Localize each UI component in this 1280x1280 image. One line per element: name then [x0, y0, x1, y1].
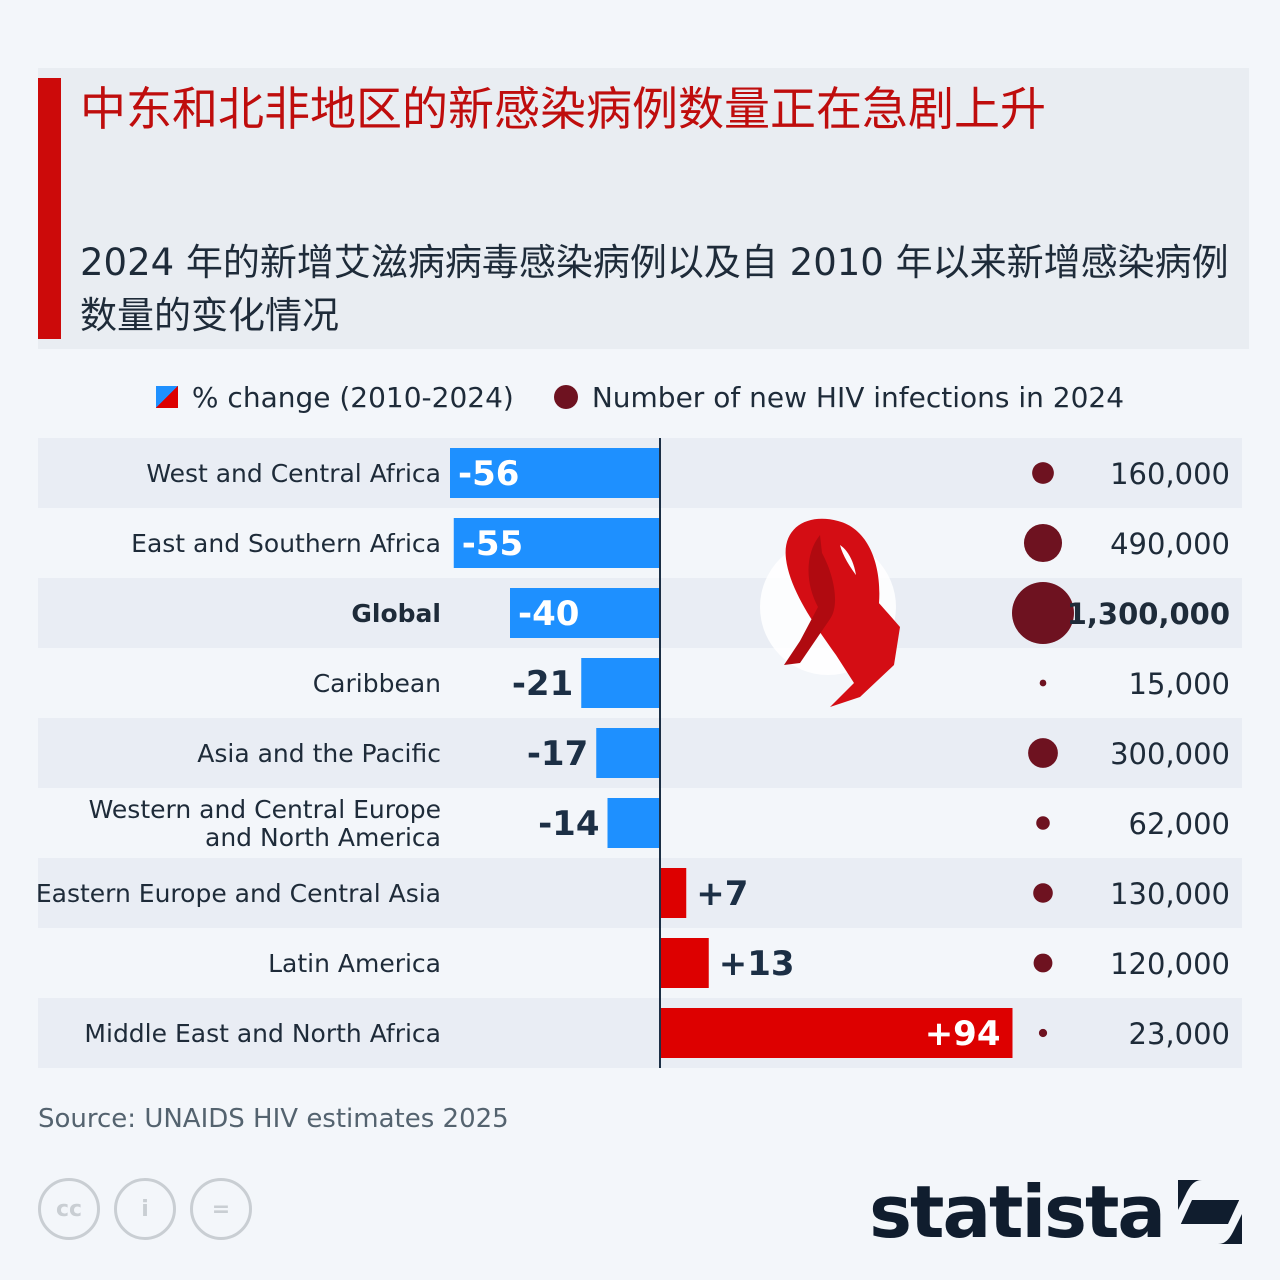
category-label: Western and Central Europe: [89, 795, 441, 824]
page-title: 中东和北非地区的新感染病例数量正在急剧上升: [80, 82, 1046, 136]
category-label: Global: [351, 599, 441, 628]
statista-logo[interactable]: statista: [869, 1172, 1242, 1252]
legend-item-count: Number of new HIV infections in 2024: [553, 380, 1125, 414]
bar: [581, 658, 660, 708]
license-icons: cc i =: [38, 1178, 266, 1240]
bar: [607, 798, 660, 848]
infection-dot: [1033, 883, 1053, 903]
bar: [660, 1008, 1013, 1058]
infection-dot: [1036, 816, 1050, 830]
bar-value-label: -40: [518, 594, 579, 634]
bar: [660, 868, 687, 918]
legend-dot-swatch: [553, 385, 578, 409]
bar-value-label: +94: [925, 1014, 1001, 1054]
bar-value-label: -56: [458, 454, 519, 494]
legend-change-label: % change (2010-2024): [191, 380, 514, 414]
infection-dot: [1032, 462, 1054, 484]
infection-dot: [1012, 582, 1074, 644]
category-label: Middle East and North Africa: [84, 1019, 441, 1048]
infection-dot: [1033, 953, 1053, 973]
bar-value-label: -55: [462, 524, 523, 564]
bar-value-label: -17: [527, 734, 588, 774]
category-label: East and Southern Africa: [131, 529, 441, 558]
category-label: Asia and the Pacific: [197, 739, 441, 768]
bar: [660, 938, 709, 988]
infection-count-label: 300,000: [1110, 737, 1230, 771]
infection-dot: [1039, 679, 1047, 687]
bar: [450, 448, 660, 498]
bar: [510, 588, 660, 638]
infection-dot: [1038, 1028, 1048, 1038]
infection-count-label: 490,000: [1110, 527, 1230, 561]
bar-value-label: -21: [512, 664, 573, 704]
bar: [596, 728, 660, 778]
category-label: Eastern Europe and Central Asia: [36, 879, 441, 908]
infection-count-label: 1,300,000: [1067, 597, 1230, 631]
legend-change-swatch: [155, 386, 178, 408]
infection-count-label: 62,000: [1129, 807, 1230, 841]
by-icon[interactable]: i: [114, 1178, 176, 1240]
nd-icon[interactable]: =: [190, 1178, 252, 1240]
bar-value-label: -14: [538, 804, 599, 844]
red-ribbon-icon: [760, 518, 900, 707]
infection-dot: [1023, 523, 1063, 563]
bar-value-label: +7: [696, 874, 748, 914]
page-subtitle: 2024 年的新增艾滋病病毒感染病例以及自 2010 年以来新增感染病例数量的变…: [80, 241, 1229, 337]
header-panel: [38, 68, 1249, 349]
bar-value-label: +13: [719, 944, 795, 984]
infection-count-label: 160,000: [1110, 457, 1230, 491]
infection-count-label: 120,000: [1110, 947, 1230, 981]
legend-count-label: Number of new HIV infections in 2024: [591, 380, 1125, 414]
infection-count-label: 130,000: [1110, 877, 1230, 911]
bar: [453, 518, 660, 568]
infection-count-label: 15,000: [1129, 667, 1230, 701]
source-note: Source: UNAIDS HIV estimates 2025: [38, 1104, 509, 1134]
category-label: and North America: [205, 823, 441, 852]
legend-item-change: % change (2010-2024): [155, 380, 514, 414]
statista-wordmark: statista: [869, 1170, 1166, 1254]
chart-legend: % change (2010-2024) Number of new HIV i…: [0, 372, 1280, 422]
infection-dot: [1028, 738, 1058, 768]
header-accent-bar: [38, 78, 61, 339]
category-label: Latin America: [268, 949, 441, 978]
statista-mark-icon: [1178, 1180, 1242, 1244]
cc-icon[interactable]: cc: [38, 1178, 100, 1240]
category-label: West and Central Africa: [146, 459, 441, 488]
category-label: Caribbean: [313, 669, 441, 698]
infection-count-label: 23,000: [1129, 1017, 1230, 1051]
